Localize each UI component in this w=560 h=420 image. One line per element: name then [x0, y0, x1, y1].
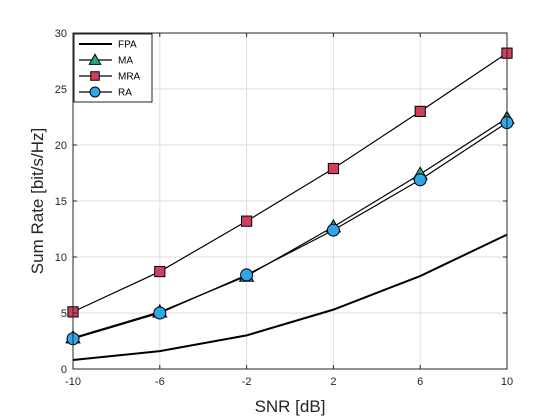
- legend-mra-marker: [90, 71, 100, 81]
- x-tick-label: -6: [155, 376, 165, 388]
- y-tick-label: 20: [55, 140, 67, 152]
- y-tick-label: 25: [55, 84, 67, 96]
- legend-entry-ma: MA: [79, 53, 133, 67]
- x-tick-label: -10: [65, 376, 81, 388]
- y-tick-label: 5: [61, 308, 67, 320]
- series-ma-line: [72, 117, 508, 339]
- y-tick-label: 30: [55, 28, 67, 40]
- legend-box: [73, 33, 153, 103]
- legend-mra-label: MRA: [118, 72, 141, 83]
- series-layer: [65, 47, 515, 362]
- legend-ma-marker: [88, 53, 102, 65]
- tick-labels: -10 -6 -2 2 6 10 0 5 10 15 20 25 30: [55, 28, 513, 388]
- series-fpa-line: [72, 233, 508, 362]
- x-tick-label: 10: [501, 376, 513, 388]
- legend-fpa-label: FPA: [118, 40, 137, 51]
- series-ra-marker: [153, 306, 167, 320]
- x-tick-label: -2: [242, 376, 252, 388]
- series-ra-line: [72, 122, 508, 340]
- y-axis-label: Sum Rate [bit/s/Hz]: [28, 128, 47, 274]
- series-ra-marker: [326, 223, 340, 237]
- y-tick-label: 0: [61, 364, 67, 376]
- y-tick-label: 10: [55, 252, 67, 264]
- series-mra-line: [72, 52, 508, 313]
- legend: FPA MA MRA RA: [73, 33, 153, 103]
- legend-entry-ra: RA: [79, 86, 132, 99]
- legend-ra-label: RA: [118, 88, 132, 99]
- y-tick-label: 15: [55, 196, 67, 208]
- legend-ra-marker: [89, 86, 101, 98]
- series-mra-marker: [414, 105, 426, 118]
- series-ra-marker: [413, 173, 427, 187]
- series-fpa: [72, 233, 508, 362]
- legend-entry-mra: MRA: [79, 71, 141, 83]
- legend-ma-label: MA: [118, 56, 133, 67]
- x-tick-label: 2: [330, 376, 336, 388]
- legend-entry-fpa: FPA: [79, 40, 137, 51]
- series-mra-marker: [327, 162, 339, 175]
- series-mra-marker: [154, 265, 166, 278]
- series-mra-marker: [241, 215, 253, 227]
- x-tick-label: 6: [417, 376, 423, 388]
- series-ra-marker: [240, 268, 254, 282]
- x-axis-label: SNR [dB]: [255, 397, 326, 416]
